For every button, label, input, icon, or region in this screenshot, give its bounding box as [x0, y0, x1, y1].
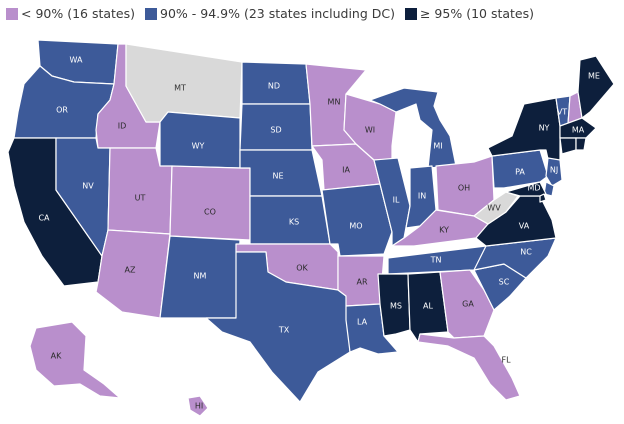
state-label-tx: TX: [278, 326, 290, 335]
state-label-ut: UT: [135, 194, 146, 203]
state-label-mi: MI: [433, 142, 442, 151]
state-label-vt: VT: [557, 108, 567, 117]
state-label-in: IN: [418, 192, 426, 201]
state-label-nv: NV: [82, 182, 94, 191]
state-label-al: AL: [423, 302, 433, 311]
legend-swatch-mid: [145, 7, 158, 20]
state-label-ca: CA: [38, 214, 50, 223]
state-label-co: CO: [204, 208, 216, 217]
state-label-wv: WV: [487, 204, 501, 213]
legend-swatch-high: [404, 7, 417, 20]
legend-label-high: ≥ 95% (10 states): [419, 6, 534, 21]
state-label-ok: OK: [296, 264, 308, 273]
state-label-la: LA: [357, 318, 368, 327]
state-dc: [539, 193, 547, 203]
state-label-ms: MS: [390, 302, 402, 311]
state-label-wa: WA: [70, 56, 83, 65]
state-label-nj: NJ: [550, 166, 558, 175]
state-mo: [321, 183, 393, 257]
state-label-ga: GA: [462, 300, 474, 309]
state-label-ma: MA: [572, 126, 585, 135]
state-label-az: AZ: [125, 266, 136, 275]
state-label-mt: MT: [174, 84, 186, 93]
state-ct: [559, 137, 577, 155]
state-ak: [29, 321, 121, 399]
state-label-me: ME: [588, 72, 600, 81]
state-tx: [205, 251, 351, 403]
state-label-ar: AR: [356, 278, 367, 287]
state-label-ia: IA: [342, 166, 350, 175]
state-ma: [559, 117, 597, 139]
state-label-va: VA: [519, 222, 530, 231]
legend-item-low: < 90% (16 states): [6, 6, 135, 21]
state-label-nd: ND: [268, 82, 280, 91]
state-nj: [545, 157, 563, 187]
legend-item-high: ≥ 95% (10 states): [404, 6, 534, 21]
state-label-id: ID: [118, 122, 127, 131]
legend-label-mid: 90% - 94.9% (23 states including DC): [160, 6, 395, 21]
legend: < 90% (16 states) 90% - 94.9% (23 states…: [6, 6, 534, 21]
state-label-hi: HI: [195, 402, 203, 411]
state-label-mn: MN: [328, 98, 341, 107]
legend-item-mid: 90% - 94.9% (23 states including DC): [145, 6, 395, 21]
state-label-sc: SC: [499, 278, 510, 287]
state-label-ny: NY: [539, 124, 550, 133]
state-label-ne: NE: [272, 172, 283, 181]
state-label-nc: NC: [520, 248, 532, 257]
state-wy: [159, 111, 241, 169]
state-ri: [575, 137, 587, 151]
state-label-fl: FL: [501, 356, 511, 365]
state-label-nm: NM: [194, 272, 207, 281]
state-hi: [187, 395, 209, 417]
state-label-ky: KY: [439, 226, 449, 235]
state-ga: [439, 269, 495, 339]
state-label-wy: WY: [192, 142, 205, 151]
state-fl: [417, 333, 521, 401]
state-label-mo: MO: [349, 222, 362, 231]
state-label-md: MD: [527, 184, 540, 193]
state-label-ak: AK: [51, 352, 62, 361]
legend-label-low: < 90% (16 states): [21, 6, 136, 21]
state-label-or: OR: [56, 106, 68, 115]
state-me: [577, 55, 615, 119]
state-label-sd: SD: [270, 126, 281, 135]
state-label-wi: WI: [365, 126, 375, 135]
state-label-il: IL: [393, 196, 400, 205]
state-label-ks: KS: [289, 218, 299, 227]
state-label-pa: PA: [515, 168, 525, 177]
state-label-oh: OH: [458, 184, 470, 193]
legend-swatch-low: [6, 7, 18, 20]
state-label-tn: TN: [430, 256, 442, 265]
state-co: [169, 165, 251, 241]
